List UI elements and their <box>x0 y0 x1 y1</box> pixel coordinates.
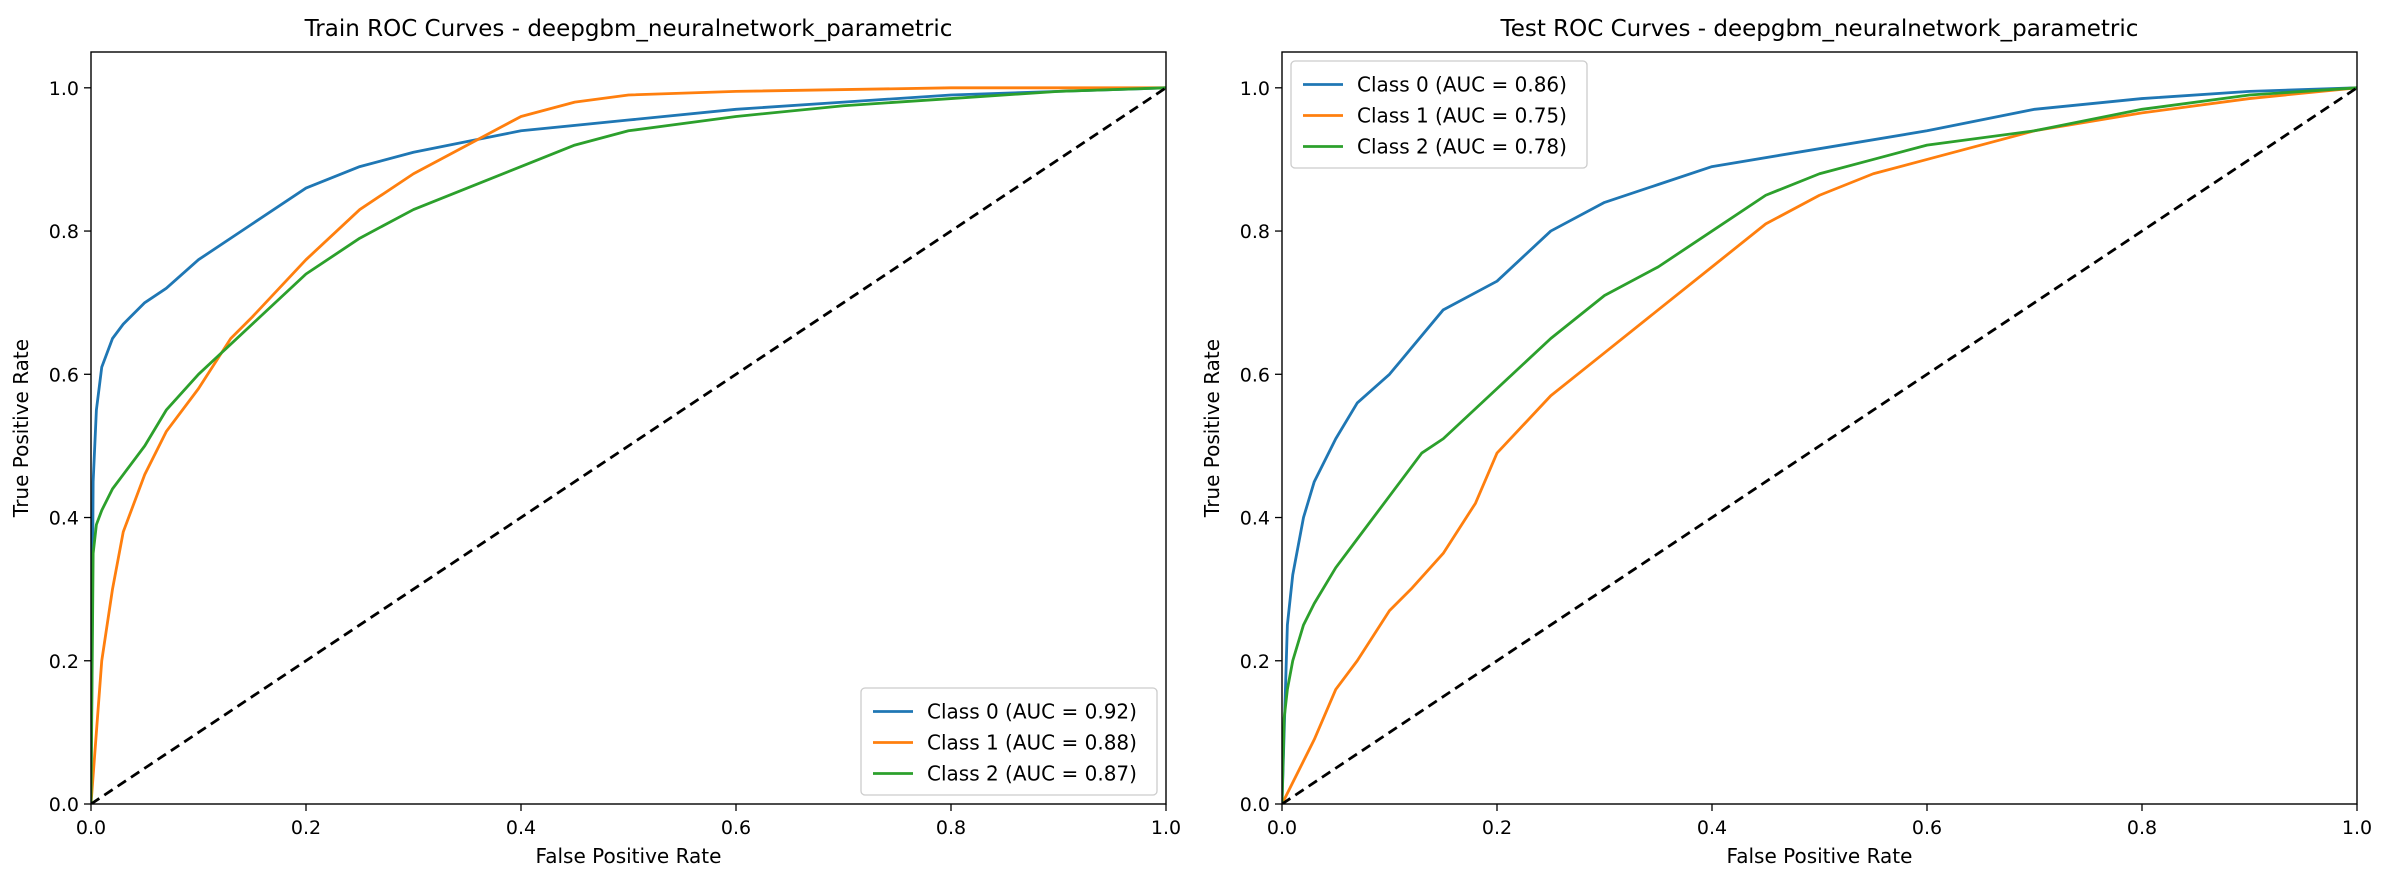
y-tick-label: 0.8 <box>49 221 79 243</box>
axes-frame <box>90 51 1167 805</box>
x-tick-label: 0.6 <box>1912 817 1942 839</box>
y-tick-label: 1.0 <box>49 78 79 100</box>
x-tick-label: 1.0 <box>2342 817 2372 839</box>
legend-label-class-1: Class 1 (AUC = 0.75) <box>1357 104 1567 128</box>
x-tick-label: 0.6 <box>721 817 751 839</box>
legend: Class 0 (AUC = 0.92) Class 1 (AUC = 0.88)… <box>860 687 1158 796</box>
legend: Class 0 (AUC = 0.86) Class 1 (AUC = 0.75)… <box>1290 60 1588 169</box>
roc-panel-0: 0.0 0.2 0.4 0.6 0.8 1.0 0.0 0.2 0.4 0.6 0.8 1.0 Trai… <box>9 16 1181 868</box>
y-tick-label: 1.0 <box>1240 78 1270 100</box>
x-tick-label: 0.8 <box>2127 817 2157 839</box>
y-tick-label: 0.4 <box>1240 508 1270 530</box>
chart-title: Train ROC Curves - deepgbm_neuralnetwork… <box>304 16 953 42</box>
x-tick-label: 0.8 <box>936 817 966 839</box>
y-tick-label: 0.0 <box>49 794 79 816</box>
legend-box <box>1290 60 1588 169</box>
y-tick-label: 0.2 <box>1240 651 1270 673</box>
y-tick-label: 0.2 <box>49 651 79 673</box>
chance-diagonal-line <box>91 86 1166 804</box>
y-tick-label: 0.4 <box>49 508 79 530</box>
legend-label-class-2: Class 2 (AUC = 0.87) <box>927 762 1137 786</box>
chance-diagonal-line <box>1282 86 2357 804</box>
y-tick-label: 0.6 <box>49 364 79 386</box>
plot-area <box>91 86 1166 804</box>
chart-title: Test ROC Curves - deepgbm_neuralnetwork_… <box>1500 16 2139 42</box>
axes-frame <box>1281 51 2358 805</box>
series-line-class-1 <box>91 86 1166 804</box>
legend-label-class-0: Class 0 (AUC = 0.92) <box>927 700 1137 724</box>
series-line-class-2 <box>1282 86 2357 804</box>
x-tick-label: 0.0 <box>1267 817 1297 839</box>
x-tick-label: 0.0 <box>76 817 106 839</box>
legend-label-class-0: Class 0 (AUC = 0.86) <box>1357 73 1567 97</box>
x-axis-label: False Positive Rate <box>536 844 722 868</box>
y-tick-label: 0.0 <box>1240 794 1270 816</box>
series-line-class-0 <box>1282 86 2357 804</box>
x-tick-label: 0.4 <box>506 817 536 839</box>
plot-area <box>1282 86 2357 804</box>
y-tick-label: 0.8 <box>1240 221 1270 243</box>
y-axis-label: True Positive Rate <box>9 339 33 518</box>
series-line-class-0 <box>91 86 1166 804</box>
y-tick-label: 0.6 <box>1240 364 1270 386</box>
legend-label-class-2: Class 2 (AUC = 0.78) <box>1357 135 1567 159</box>
x-tick-label: 0.2 <box>1482 817 1512 839</box>
series-line-class-1 <box>1282 86 2357 804</box>
x-axis-label: False Positive Rate <box>1727 844 1913 868</box>
series-line-class-2 <box>91 86 1166 804</box>
x-tick-label: 1.0 <box>1151 817 1181 839</box>
x-tick-label: 0.2 <box>291 817 321 839</box>
x-tick-label: 0.4 <box>1697 817 1727 839</box>
legend-label-class-1: Class 1 (AUC = 0.88) <box>927 731 1137 755</box>
legend-box <box>860 687 1158 796</box>
y-axis-label: True Positive Rate <box>1200 339 1224 518</box>
roc-panel-1: 0.0 0.2 0.4 0.6 0.8 1.0 0.0 0.2 0.4 0.6 0.8 1.0 Test… <box>1200 16 2372 868</box>
